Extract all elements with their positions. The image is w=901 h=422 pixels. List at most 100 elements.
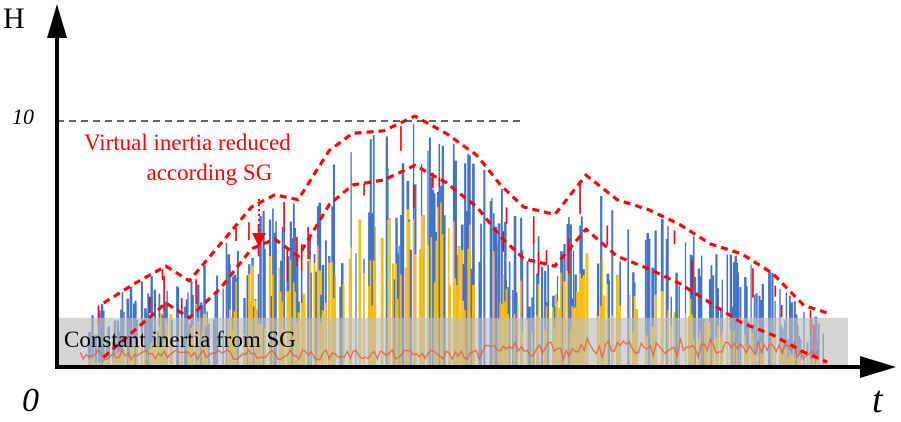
blue-spike: [489, 200, 492, 367]
x-axis-arrow-icon: [860, 356, 896, 378]
yellow-spike: [422, 215, 425, 367]
blue-spike: [644, 239, 647, 367]
blue-spike: [483, 169, 486, 367]
blue-spike: [275, 221, 277, 367]
blue-spike: [526, 261, 529, 367]
blue-spike: [667, 225, 669, 367]
yellow-spike: [406, 209, 410, 367]
red-spike: [579, 183, 581, 215]
inner-envelope-line: [102, 163, 828, 364]
yellow-spike: [395, 263, 398, 367]
blue-spike: [478, 261, 481, 367]
red-spike: [412, 184, 415, 209]
red-spike: [283, 201, 285, 233]
red-spike: [545, 250, 548, 264]
blue-spike: [464, 163, 467, 367]
red-spike: [537, 251, 540, 276]
red-spike: [568, 238, 570, 274]
yellow-spike: [328, 262, 331, 367]
blue-spike: [497, 223, 501, 367]
origin-label: 0: [22, 382, 39, 419]
yellow-spike: [289, 259, 292, 367]
y-axis-label: H: [3, 2, 25, 35]
red-spike: [780, 305, 783, 318]
yellow-spike: [435, 240, 438, 367]
blue-spike: [428, 137, 431, 367]
blue-spike: [513, 216, 517, 367]
blue-spike: [262, 210, 265, 367]
yellow-spike: [348, 259, 352, 367]
yellow-spike: [420, 215, 423, 367]
blue-spike: [369, 139, 372, 367]
blue-spike: [454, 160, 457, 367]
yellow-spike: [313, 263, 316, 367]
blue-spike: [648, 238, 651, 367]
blue-spike: [504, 221, 507, 367]
blue-spike: [372, 135, 375, 367]
blue-spike: [432, 189, 435, 367]
yellow-spike: [388, 218, 391, 367]
blue-spike: [665, 239, 669, 367]
red-spike: [774, 285, 777, 297]
blue-spike: [401, 163, 405, 367]
annotation-line-1: Virtual inertia reduced: [84, 130, 291, 155]
blue-spike: [496, 244, 498, 367]
blue-spike: [540, 267, 544, 367]
y-axis-arrow-icon: [47, 4, 67, 38]
red-spike: [363, 183, 365, 196]
red-spike: [606, 225, 609, 246]
blue-spike: [438, 144, 441, 367]
blue-spike: [494, 226, 498, 367]
constant-inertia-label: Constant inertia from SG: [64, 327, 296, 352]
yellow-spike: [467, 248, 470, 367]
annotation-arrow-head: [252, 233, 266, 247]
yellow-spike: [492, 251, 495, 367]
yellow-spike: [380, 237, 384, 367]
blue-spike: [273, 232, 277, 367]
blue-spike: [561, 259, 563, 367]
blue-spike: [596, 263, 600, 367]
yellow-spike: [419, 249, 422, 367]
yellow-spike: [331, 261, 334, 367]
blue-spike: [291, 238, 294, 367]
red-spike: [673, 230, 676, 245]
yellow-spike: [440, 202, 443, 367]
blue-spike: [355, 253, 357, 367]
blue-spike: [259, 216, 262, 367]
blue-spike: [465, 211, 468, 367]
blue-spike: [227, 254, 231, 367]
yellow-spike: [369, 260, 372, 367]
red-spike: [296, 236, 298, 267]
blue-spike: [697, 268, 701, 367]
blue-spike: [500, 188, 503, 367]
blue-spike: [710, 265, 713, 367]
blue-spike: [692, 236, 695, 367]
blue-spike: [264, 248, 266, 367]
blue-spike: [729, 254, 733, 367]
blue-spike: [627, 229, 630, 367]
yellow-spike: [392, 263, 395, 367]
blue-spike: [480, 223, 482, 367]
blue-spike: [646, 232, 650, 367]
blue-spike: [409, 249, 412, 367]
yellow-spike: [457, 246, 461, 367]
blue-spike: [732, 262, 735, 367]
blue-spike: [332, 164, 336, 367]
blue-spike: [340, 263, 344, 367]
yellow-spike: [430, 237, 433, 367]
yellow-spike: [387, 219, 389, 367]
yellow-spike: [414, 254, 417, 367]
red-spike: [161, 269, 164, 280]
red-spike: [438, 176, 441, 188]
outer-envelope-line: [102, 114, 828, 315]
blue-spike: [547, 264, 550, 367]
y-tick-10: 10: [12, 104, 34, 129]
blue-spike: [472, 163, 475, 367]
red-spike: [195, 279, 197, 304]
blue-spike: [296, 254, 299, 367]
blue-spike: [443, 215, 446, 367]
blue-spike: [532, 226, 535, 367]
blue-spike: [684, 242, 687, 367]
blue-spike: [283, 228, 286, 367]
